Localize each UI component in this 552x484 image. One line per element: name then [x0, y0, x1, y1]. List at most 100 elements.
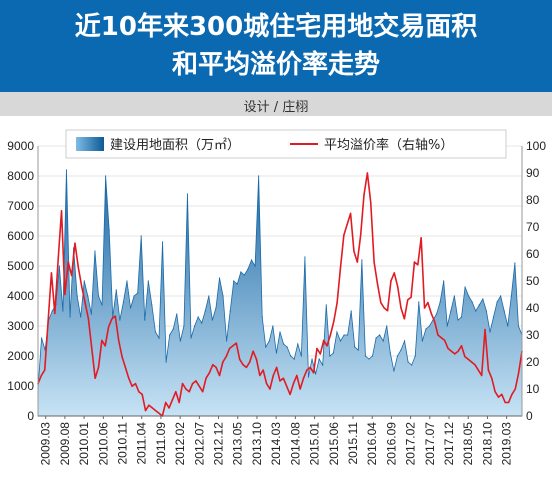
premium-rate-point: [94, 377, 96, 379]
premium-rate-point: [450, 350, 453, 352]
premium-rate-point: [396, 285, 399, 288]
left-y-tick-label: 8000: [7, 169, 34, 183]
right-y-tick-label: 20: [526, 355, 540, 369]
premium-rate-point: [336, 301, 338, 304]
land-area-point: [161, 241, 164, 243]
left-y-tick-label: 6000: [7, 229, 34, 243]
premium-rate-point: [511, 393, 513, 396]
right-y-tick-label: 30: [526, 328, 540, 342]
premium-rate-point: [423, 307, 426, 309]
premium-rate-point: [413, 261, 416, 263]
right-y-tick-label: 0: [526, 409, 533, 423]
land-area-point: [468, 295, 470, 297]
land-area-point: [411, 364, 413, 366]
premium-rate-point: [242, 364, 244, 366]
premium-rate-point: [117, 339, 120, 342]
right-y-tick-label: 50: [526, 274, 540, 288]
land-area-point: [460, 316, 463, 318]
land-area-point: [386, 325, 388, 327]
x-tick-label: 2014.08: [288, 422, 302, 466]
premium-rate-point: [97, 366, 100, 369]
premium-rate-point: [457, 350, 459, 352]
premium-rate-point: [91, 347, 93, 350]
land-area-point: [332, 352, 334, 354]
premium-rate-point: [148, 404, 150, 406]
premium-rate-point: [440, 337, 443, 339]
premium-rate-point: [124, 366, 127, 369]
land-area-point: [140, 235, 142, 237]
premium-rate-point: [480, 374, 483, 377]
land-area-point: [443, 280, 445, 282]
premium-rate-point: [484, 328, 486, 331]
premium-rate-point: [269, 388, 271, 390]
land-area-point: [97, 295, 100, 297]
legend-label-premium-rate: 平均溢价率（右轴%）: [324, 137, 453, 153]
premium-rate-point: [279, 380, 281, 382]
land-area-point: [83, 280, 85, 282]
premium-rate-point: [191, 382, 194, 385]
premium-rate-point: [252, 350, 254, 352]
land-area-point: [158, 337, 160, 339]
premium-rate-point: [400, 307, 402, 309]
land-area-point: [325, 304, 327, 306]
land-area-series-area: [37, 169, 523, 417]
premium-rate-point: [474, 364, 476, 366]
premium-rate-point: [380, 301, 382, 304]
premium-rate-point: [346, 223, 348, 225]
land-area-point: [80, 316, 82, 318]
land-area-point: [229, 310, 231, 312]
premium-rate-point: [215, 366, 217, 369]
premium-rate-point: [316, 347, 318, 350]
premium-rate-point: [514, 388, 516, 390]
left-y-tick-label: 4000: [7, 289, 34, 303]
premium-rate-point: [121, 355, 123, 358]
land-area-point: [265, 346, 267, 348]
land-area-point: [215, 307, 217, 309]
land-area-point: [354, 346, 356, 348]
premium-rate-point: [114, 315, 117, 317]
land-area-point: [236, 283, 238, 285]
land-area-point: [247, 268, 249, 270]
chart-title-line-1: 近10年来300城住宅用地交易面积: [74, 12, 478, 42]
land-area-point: [144, 319, 146, 321]
land-area-point: [279, 331, 281, 333]
premium-rate-point: [249, 361, 251, 363]
premium-rate-point: [433, 320, 436, 323]
land-area-point: [240, 271, 242, 273]
x-tick-label: 2015.06: [327, 422, 341, 466]
land-area-point: [154, 331, 157, 333]
premium-rate-point: [272, 374, 274, 377]
land-area-point: [165, 361, 167, 363]
land-area-point: [510, 295, 512, 297]
land-area-point: [364, 355, 367, 357]
x-tick-label: 2016.09: [384, 422, 398, 466]
premium-rate-point: [393, 272, 395, 274]
premium-rate-point: [504, 401, 506, 404]
right-y-tick-label: 90: [526, 166, 540, 180]
area-line-chart: 0 1000 2000 3000 4000 5000 6000 7000 8000 9000 0 1…: [7, 129, 546, 466]
land-area-point: [396, 355, 399, 357]
land-area-point: [304, 256, 306, 258]
premium-rate-point: [198, 385, 201, 387]
premium-rate-point: [286, 385, 288, 387]
premium-rate-point: [138, 391, 140, 393]
land-area-point: [197, 316, 199, 318]
premium-rate-point: [383, 307, 385, 309]
land-area-point: [347, 334, 349, 336]
premium-rate-point: [40, 374, 43, 377]
land-area-point: [193, 325, 196, 327]
premium-rate-point: [262, 369, 264, 371]
x-tick-label: 2017.02: [404, 422, 418, 466]
land-area-point: [268, 340, 270, 342]
premium-rate-point: [407, 299, 409, 301]
premium-rate-point: [470, 361, 473, 363]
land-area-point: [407, 361, 409, 363]
premium-rate-point: [128, 377, 130, 379]
land-area-point: [379, 334, 381, 336]
premium-rate-point: [47, 320, 49, 323]
premium-rate-point: [77, 266, 80, 269]
land-area-point: [226, 340, 228, 342]
premium-rate-point: [218, 374, 221, 377]
premium-rate-point: [228, 347, 231, 350]
land-area-point: [62, 310, 64, 312]
